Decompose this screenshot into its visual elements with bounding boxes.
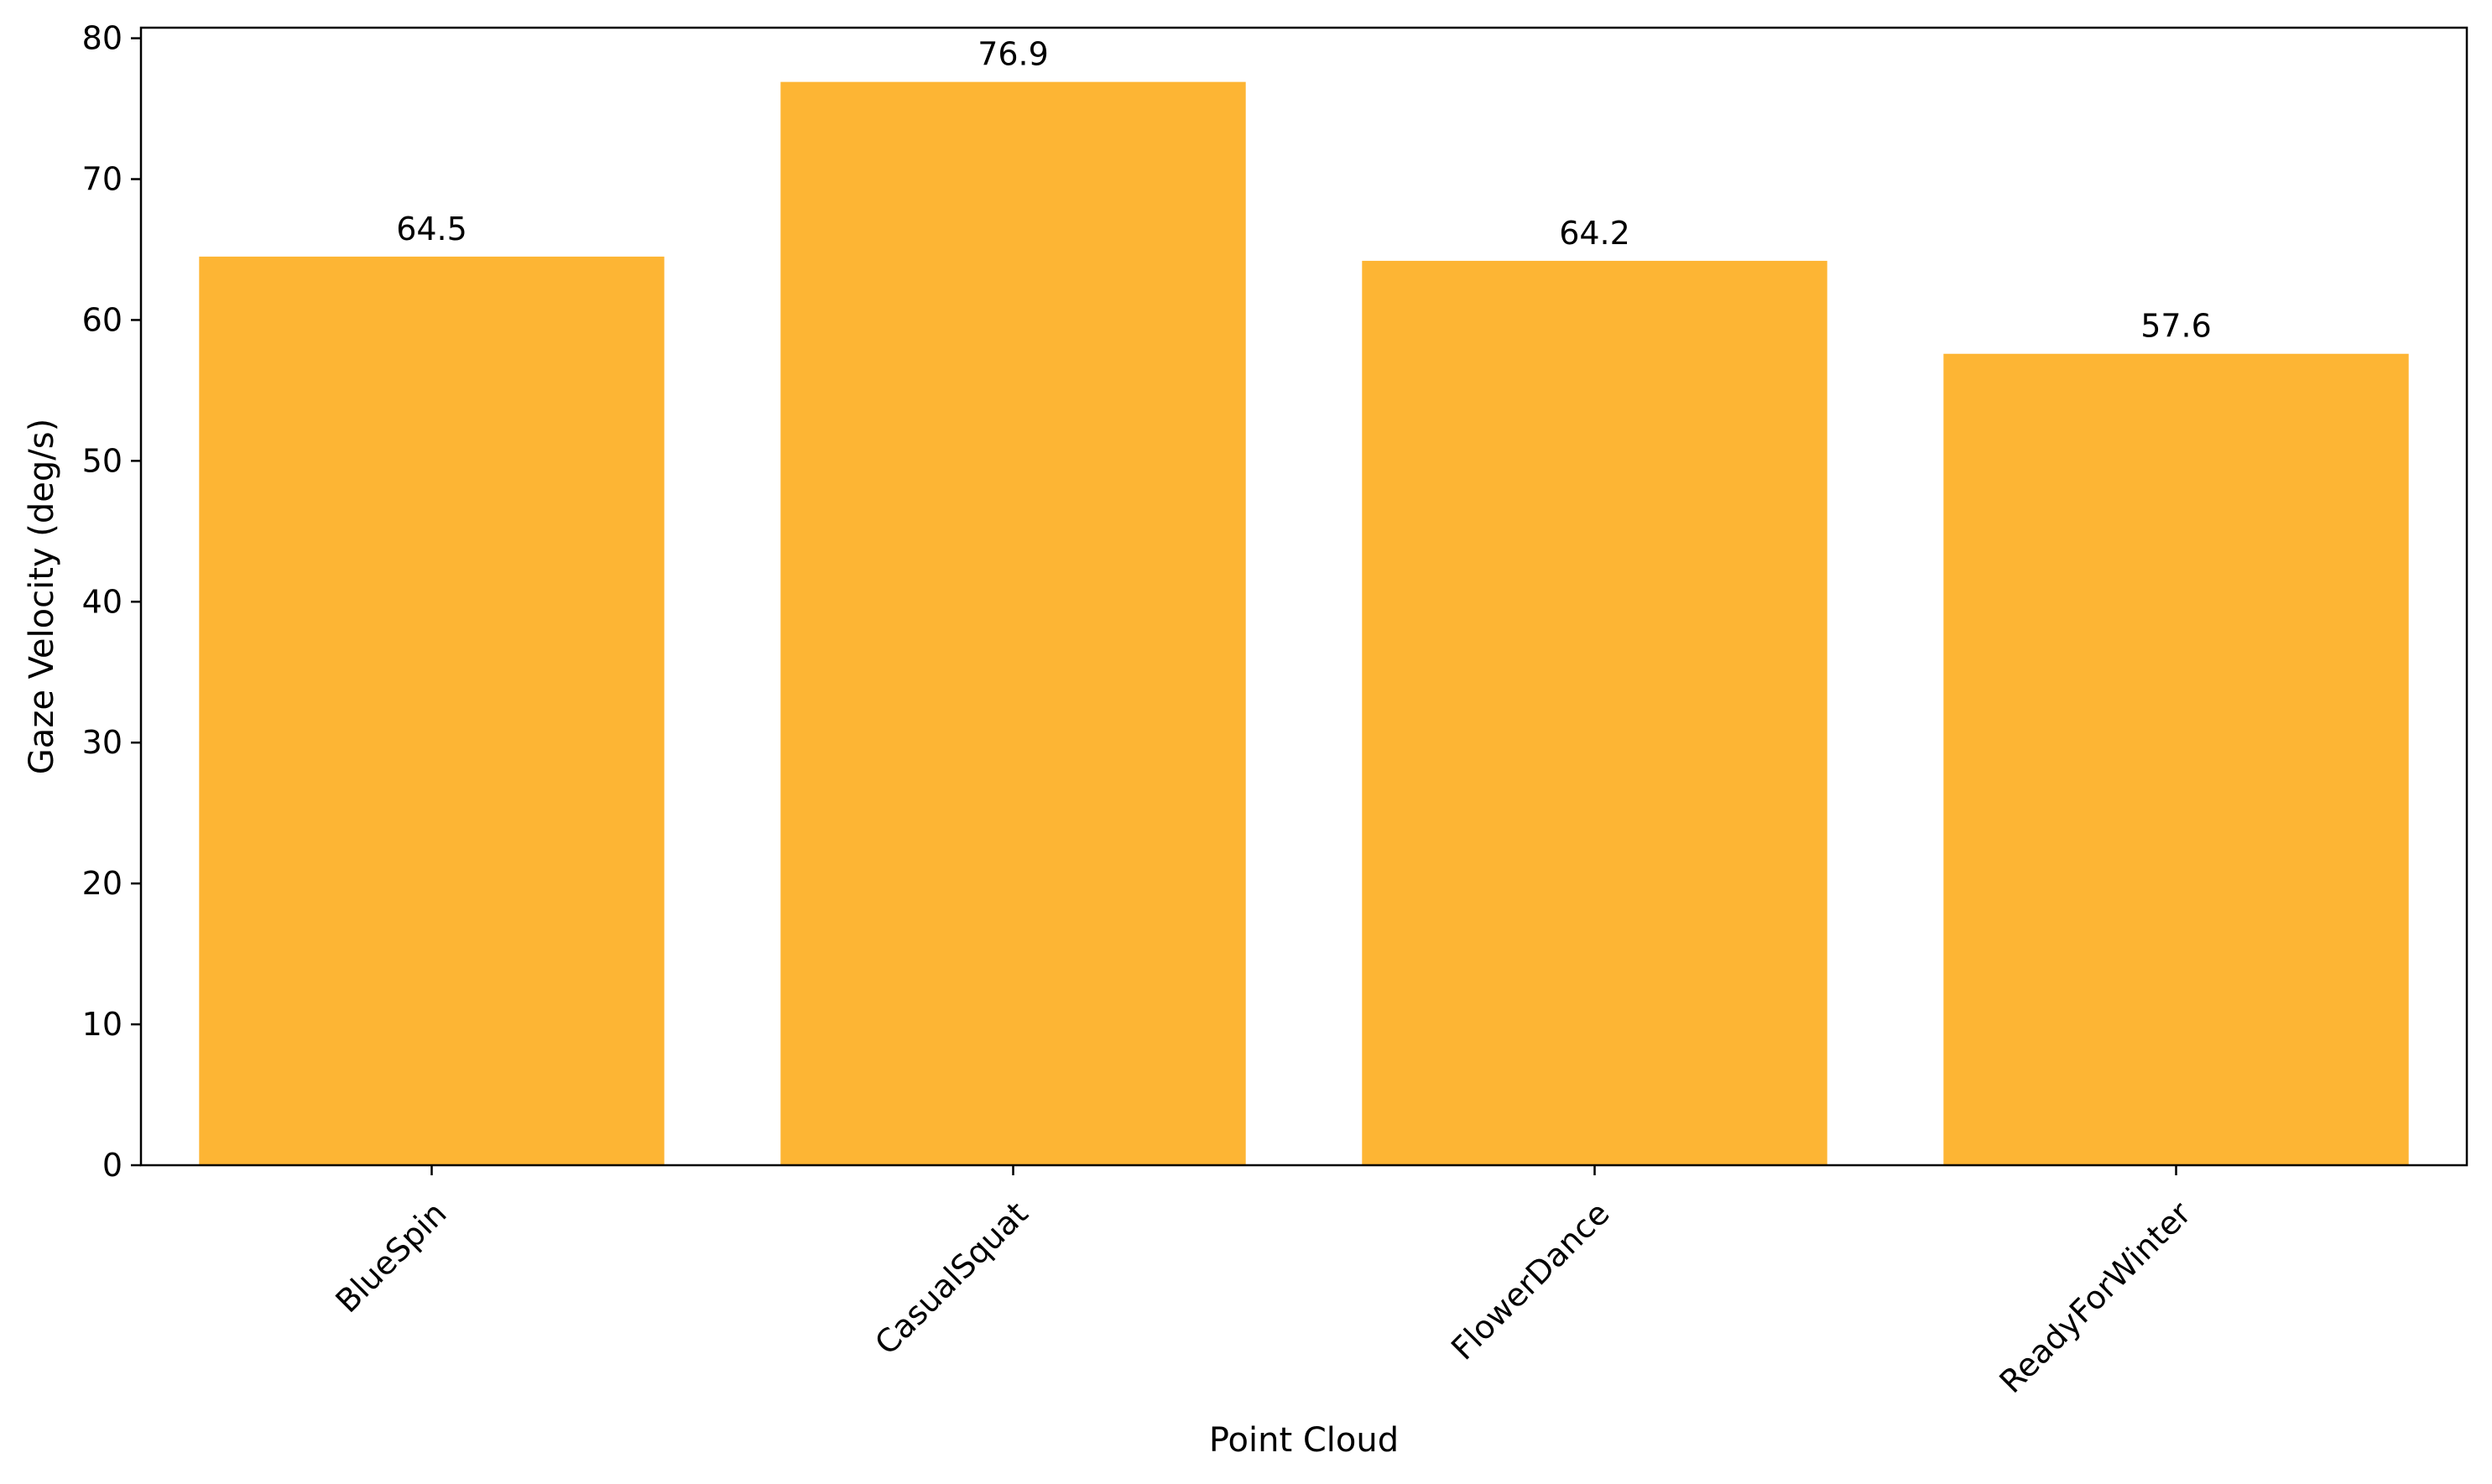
bar-value-labels: 64.5 76.9 64.2 57.6 (396, 36, 2212, 345)
y-tick-label: 40 (82, 583, 123, 620)
bar-value-label: 64.5 (396, 211, 467, 247)
y-tick-label: 60 (82, 301, 123, 338)
y-tick-label: 30 (82, 724, 123, 761)
bar-value-label: 76.9 (978, 36, 1049, 73)
y-tick-label: 80 (82, 20, 123, 57)
x-axis-title: Point Cloud (1209, 1421, 1399, 1460)
y-axis-title: Gaze Velocity (deg/s) (23, 419, 61, 774)
y-tick-label: 20 (82, 865, 123, 902)
bar-value-label: 57.6 (2140, 308, 2212, 345)
y-tick-label: 70 (82, 161, 123, 198)
y-tick-label: 50 (82, 442, 123, 479)
y-axis: 0 10 20 30 40 50 60 70 80 (82, 20, 141, 1184)
plot-frame (139, 26, 2469, 1167)
y-tick-label: 0 (102, 1147, 123, 1184)
bar-CasualSquat (780, 81, 1246, 1166)
bar-BlueSpin (199, 256, 665, 1165)
y-tick-label: 10 (82, 1006, 123, 1043)
bar-FlowerDance (1362, 260, 1827, 1166)
bar-value-label: 64.2 (1559, 215, 1630, 252)
bars-group (199, 81, 2409, 1166)
bar-ReadyForWinter (1943, 353, 2409, 1165)
